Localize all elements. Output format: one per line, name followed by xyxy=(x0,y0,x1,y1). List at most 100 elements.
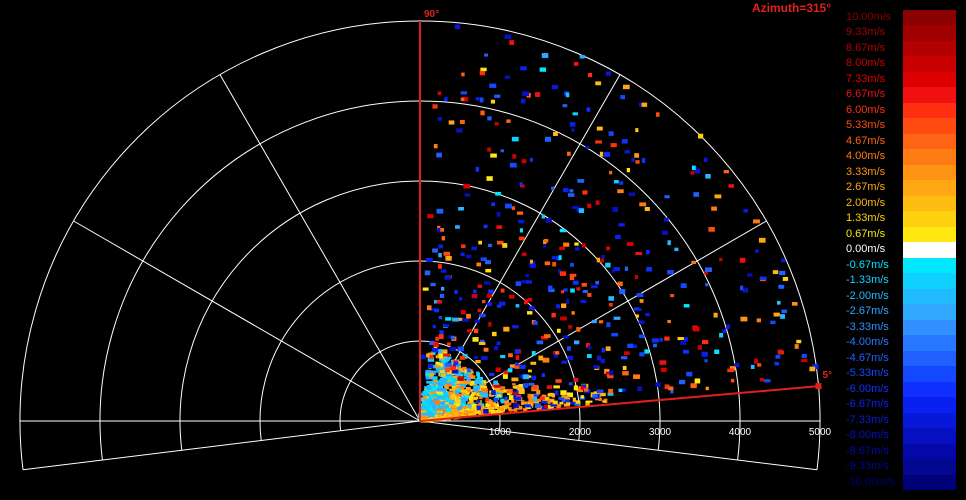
legend-label: 9.33m/s xyxy=(846,26,886,39)
echo-gate xyxy=(569,275,575,281)
echo-gate xyxy=(433,397,438,402)
echo-gate xyxy=(426,380,432,384)
echo-gate xyxy=(548,288,555,293)
colorbar-swatch xyxy=(903,118,956,135)
echo-gate xyxy=(441,286,445,291)
echo-gate xyxy=(528,306,535,311)
echo-gate xyxy=(586,354,592,359)
echo-gate xyxy=(456,403,460,407)
echo-gate xyxy=(562,187,569,193)
echo-gate xyxy=(660,367,667,372)
echo-gate xyxy=(446,342,451,346)
echo-gate xyxy=(438,244,443,249)
echo-gate xyxy=(471,396,479,400)
echo-gate xyxy=(467,389,472,393)
colorbar-swatch xyxy=(903,350,956,367)
echo-gate xyxy=(747,273,753,277)
echo-gate xyxy=(635,160,640,164)
colorbar-swatch xyxy=(903,257,956,274)
colorbar-swatch xyxy=(903,474,956,491)
echo-gate xyxy=(483,347,489,352)
echo-gate xyxy=(432,347,439,353)
echo-gate xyxy=(504,203,512,209)
echo-gate xyxy=(644,206,650,211)
echo-gate xyxy=(577,179,585,183)
echo-gate xyxy=(607,392,614,396)
echo-gate xyxy=(444,96,448,102)
echo-gate xyxy=(572,280,579,285)
echo-gate xyxy=(702,339,709,345)
echo-gate xyxy=(691,165,696,170)
echo-gate xyxy=(464,193,471,197)
echo-gate xyxy=(595,200,600,205)
echo-gate xyxy=(451,385,457,389)
echo-gate xyxy=(514,363,520,369)
echo-gate xyxy=(550,403,558,407)
colorbar-swatch xyxy=(903,102,956,119)
colorbar-swatch xyxy=(903,149,956,166)
echo-gate xyxy=(489,409,495,413)
echo-gate xyxy=(422,395,426,400)
echo-gate xyxy=(608,131,614,136)
echo-gate xyxy=(425,402,431,407)
echo-gate xyxy=(500,355,506,359)
echo-gate xyxy=(454,24,461,30)
echo-gate xyxy=(530,264,536,269)
echo-gate xyxy=(593,364,599,369)
echo-gate xyxy=(513,403,519,408)
echo-gate xyxy=(435,365,441,368)
echo-gate xyxy=(558,255,562,260)
legend-label: 1.33m/s xyxy=(846,212,886,225)
echo-gate xyxy=(449,346,456,352)
echo-gate xyxy=(521,279,529,284)
echo-gate xyxy=(437,349,443,353)
echo-gate xyxy=(615,234,621,240)
echo-gate xyxy=(462,397,469,401)
echo-gate xyxy=(801,358,808,363)
echo-gate xyxy=(425,377,433,380)
echo-gate xyxy=(426,392,430,395)
legend-label: -5.33m/s xyxy=(846,367,889,380)
echo-gate xyxy=(781,309,787,314)
colorbar-swatch xyxy=(903,366,956,383)
echo-gate xyxy=(541,214,545,219)
echo-gate xyxy=(487,243,493,248)
echo-gate xyxy=(582,190,588,195)
echo-gate xyxy=(512,383,516,386)
echo-gate xyxy=(487,116,492,121)
echo-gate xyxy=(472,388,479,392)
echo-gate xyxy=(496,240,504,245)
echo-gate xyxy=(507,368,513,373)
echo-gate xyxy=(519,364,526,369)
echo-gate xyxy=(436,400,441,406)
echo-gate xyxy=(438,405,444,411)
echo-gate xyxy=(479,382,484,386)
echo-gate xyxy=(670,388,674,394)
echo-gate xyxy=(555,379,562,383)
echo-gate xyxy=(503,326,510,332)
echo-gate xyxy=(509,162,517,168)
echo-gate xyxy=(494,122,499,126)
echo-gate xyxy=(570,262,574,267)
echo-gate xyxy=(600,358,606,364)
echo-gate xyxy=(655,112,660,117)
colorbar-swatch xyxy=(903,397,956,414)
echo-gate xyxy=(441,356,448,360)
echo-gate xyxy=(458,207,464,211)
echo-gate xyxy=(457,404,462,410)
echo-gate xyxy=(690,383,697,389)
echo-gate xyxy=(491,202,496,206)
echo-gate xyxy=(460,369,467,373)
radar-echoes xyxy=(417,24,819,423)
echo-gate xyxy=(592,319,597,324)
echo-gate xyxy=(467,401,473,404)
echo-gate xyxy=(559,401,564,405)
echo-gate xyxy=(655,382,661,388)
echo-gate xyxy=(586,107,591,112)
echo-gate xyxy=(516,385,522,389)
colorbar-swatch xyxy=(903,335,956,352)
echo-gate xyxy=(450,411,456,417)
echo-gate xyxy=(587,203,592,208)
echo-gate xyxy=(427,363,434,369)
echo-gate xyxy=(460,408,464,413)
